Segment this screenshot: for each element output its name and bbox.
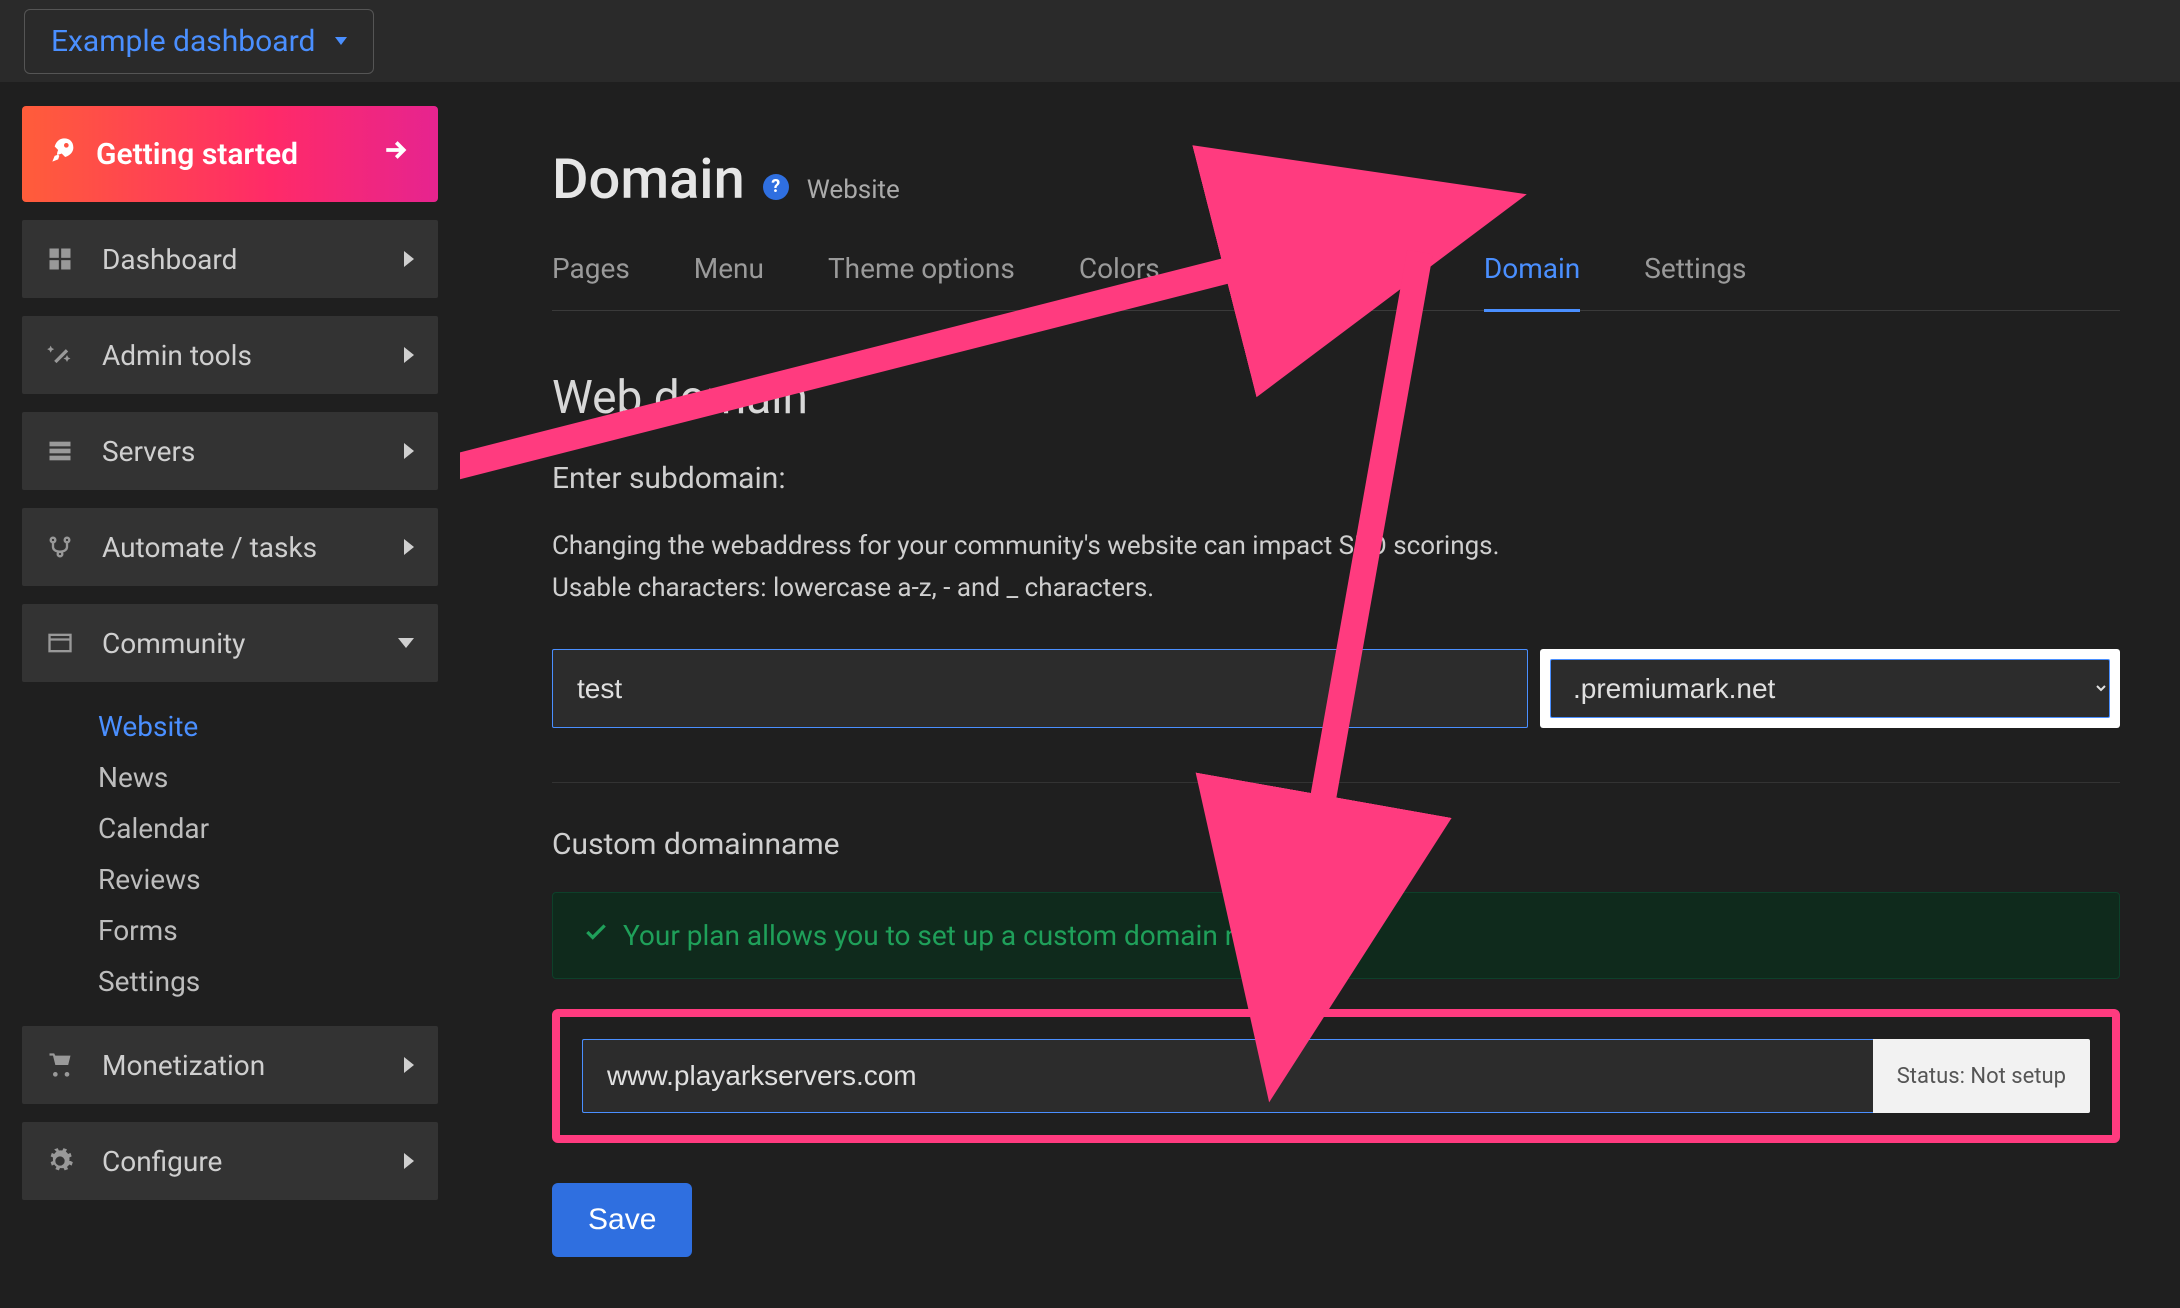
branch-icon [46,533,82,561]
server-icon [46,437,82,465]
custom-domain-highlight: Status: Not setup [552,1009,2120,1143]
chevron-down-icon [398,638,414,648]
sidebar-item-label: Monetization [102,1049,265,1082]
dashboard-selector-label: Example dashboard [51,24,315,59]
sidebar-item-label: Configure [102,1145,222,1178]
subnav-item-calendar[interactable]: Calendar [98,812,438,845]
subdomain-label: Enter subdomain: [552,461,2120,496]
cart-icon [46,1051,82,1079]
sidebar: Getting started Dashboard Admin tools [0,82,460,1257]
sidebar-item-configure[interactable]: Configure [22,1122,438,1200]
custom-domain-input[interactable] [582,1039,1873,1113]
sidebar-item-community[interactable]: Community [22,604,438,682]
sidebar-item-dashboard[interactable]: Dashboard [22,220,438,298]
chevron-right-icon [404,1153,414,1169]
sidebar-item-servers[interactable]: Servers [22,412,438,490]
alert-success: Your plan allows you to set up a custom … [552,892,2120,979]
sidebar-item-admin-tools[interactable]: Admin tools [22,316,438,394]
sidebar-item-label: Community [102,627,245,660]
chevron-right-icon [404,443,414,459]
chevron-right-icon [404,539,414,555]
alert-text: Your plan allows you to set up a custom … [623,919,1302,952]
help-line-2: Usable characters: lowercase a-z, - and … [552,568,2120,610]
getting-started-button[interactable]: Getting started [22,106,438,202]
rocket-icon [50,136,78,172]
sidebar-item-label: Dashboard [102,243,237,276]
sidebar-item-label: Automate / tasks [102,531,317,564]
sidebar-item-monetization[interactable]: Monetization [22,1026,438,1104]
dashboard-icon [46,245,82,273]
custom-domain-heading: Custom domainname [552,827,2120,862]
subnav-item-forms[interactable]: Forms [98,914,438,947]
help-icon[interactable]: ? [763,174,789,200]
gear-icon [46,1147,82,1175]
subdomain-input[interactable] [552,649,1528,728]
tld-select-wrap: .premiumark.net [1540,649,2120,728]
chevron-right-icon [404,347,414,363]
arrow-right-icon [380,135,410,173]
window-icon [46,629,82,657]
tld-select[interactable]: .premiumark.net [1550,659,2110,718]
subnav-item-reviews[interactable]: Reviews [98,863,438,896]
chevron-right-icon [404,251,414,267]
chevron-right-icon [404,1057,414,1073]
subnav-item-website[interactable]: Website [98,710,438,743]
sidebar-item-label: Admin tools [102,339,252,372]
getting-started-label: Getting started [96,137,298,172]
dashboard-selector[interactable]: Example dashboard [24,9,374,74]
tab-menu[interactable]: Menu [694,252,764,310]
page-header: Domain ? Website [552,146,2120,212]
wand-icon [46,341,82,369]
check-icon [583,919,609,952]
caret-down-icon [335,37,347,45]
subdomain-row: .premiumark.net [552,649,2120,728]
tab-colors[interactable]: Colors [1079,252,1160,310]
tab-pages[interactable]: Pages [552,252,630,310]
subnav-item-settings[interactable]: Settings [98,965,438,998]
page-title: Domain [552,146,745,212]
help-line-1: Changing the webaddress for your communi… [552,526,2120,568]
subnav-item-news[interactable]: News [98,761,438,794]
divider [552,782,2120,783]
community-subnav: Website News Calendar Reviews Forms Sett… [22,700,438,1008]
sidebar-item-automate[interactable]: Automate / tasks [22,508,438,586]
save-button[interactable]: Save [552,1183,692,1257]
custom-domain-status: Status: Not setup [1873,1039,2090,1113]
main-content: Domain ? Website Pages Menu Theme option… [460,82,2180,1257]
sidebar-item-label: Servers [102,435,195,468]
tab-domain[interactable]: Domain [1484,252,1580,312]
tab-custom-images[interactable]: Custom images [1224,252,1420,310]
tab-theme-options[interactable]: Theme options [828,252,1015,310]
tabs: Pages Menu Theme options Colors Custom i… [552,252,2120,311]
web-domain-heading: Web domain [552,371,2120,425]
breadcrumb: Website [807,175,900,205]
topbar: Example dashboard [0,0,2180,82]
subdomain-help: Changing the webaddress for your communi… [552,526,2120,609]
tab-settings[interactable]: Settings [1644,252,1746,310]
